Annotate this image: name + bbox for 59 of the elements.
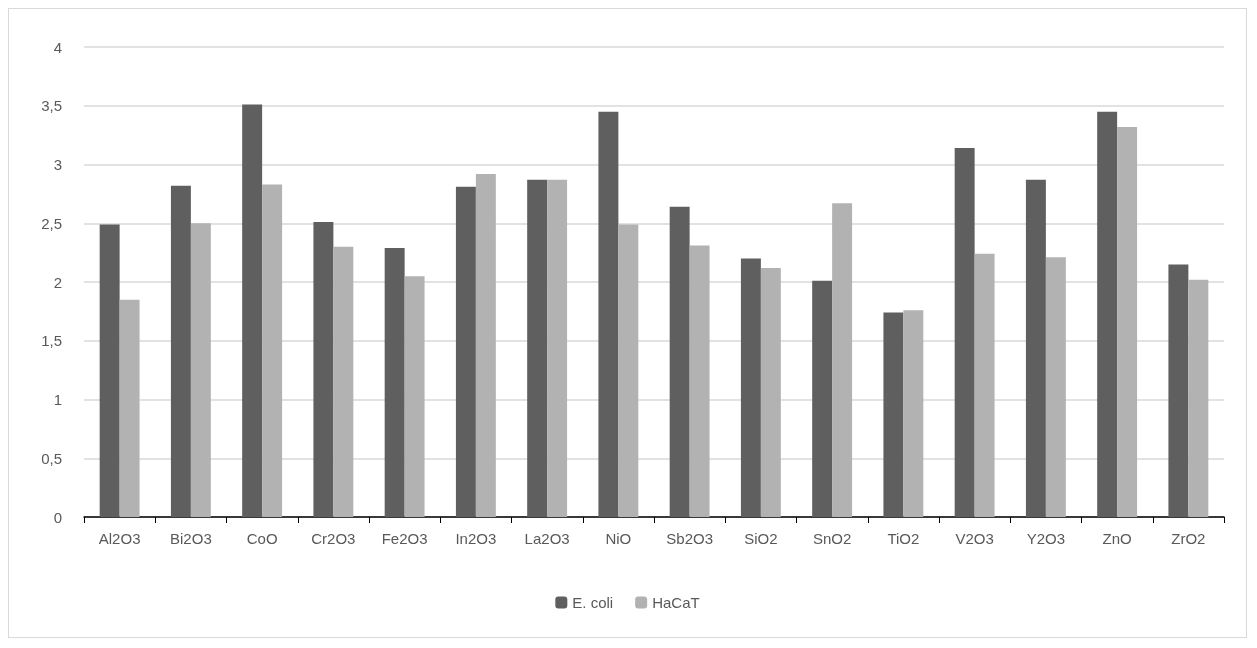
bar: [1168, 264, 1189, 517]
bar: [547, 179, 568, 517]
x-tick-label: ZrO2: [1171, 530, 1206, 547]
y-tick-label: 1: [53, 391, 62, 408]
bar: [404, 276, 425, 517]
bar: [1025, 179, 1046, 517]
bar: [954, 148, 975, 517]
x-tick-label: CoO: [246, 530, 278, 547]
y-tick-label: 3,5: [41, 97, 62, 115]
legend-label: E. coli: [572, 594, 614, 611]
x-tick-label: NiO: [605, 530, 632, 547]
y-tick-label: 4: [53, 38, 62, 56]
y-tick-label: 2: [53, 273, 62, 291]
bar: [1097, 111, 1118, 517]
bar: [669, 206, 690, 517]
bar: [883, 312, 904, 517]
bar: [1188, 279, 1209, 517]
legend-label: HaCaT: [652, 594, 700, 611]
bar: [527, 179, 548, 517]
bar: [1117, 126, 1138, 517]
bar: [333, 246, 354, 517]
x-tick-label: Cr2O3: [311, 530, 356, 547]
bar: [832, 203, 853, 517]
x-tick-label: La2O3: [524, 530, 570, 547]
bar: [812, 280, 833, 517]
x-tick-label: Fe2O3: [381, 530, 428, 547]
x-tick-label: Sb2O3: [666, 530, 713, 547]
bar: [262, 184, 283, 517]
y-tick-label: 0: [53, 508, 62, 526]
bar: [119, 299, 140, 517]
x-tick-label: TiO2: [887, 530, 920, 547]
bar: [475, 173, 496, 517]
bar: [760, 267, 781, 517]
bar: [974, 253, 995, 517]
x-tick-label: Al2O3: [98, 530, 141, 547]
bar: [598, 111, 619, 517]
bar: [190, 223, 211, 517]
bar: [903, 310, 924, 517]
y-tick-label: 0,5: [41, 449, 62, 467]
bar: [170, 185, 191, 517]
bar: [618, 224, 639, 517]
bar: [740, 258, 761, 517]
x-tick-label: Y2O3: [1026, 530, 1066, 547]
y-tick-label: 1,5: [41, 332, 62, 350]
bar: [384, 247, 405, 517]
x-tick-label: In2O3: [455, 530, 497, 547]
x-tick-label: Bi2O3: [170, 530, 212, 547]
x-tick-label: SnO2: [812, 530, 852, 547]
bar: [455, 186, 476, 517]
bar: [99, 224, 120, 517]
bar: [242, 104, 263, 517]
x-tick-label: V2O3: [955, 530, 994, 547]
y-tick-label: 3: [53, 156, 62, 173]
bar: [1045, 257, 1066, 517]
x-tick-label: SiO2: [744, 530, 778, 547]
y-tick-label: 2,5: [41, 214, 62, 232]
bar: [313, 222, 334, 517]
x-tick-label: ZnO: [1102, 530, 1132, 547]
bar: [689, 245, 710, 517]
